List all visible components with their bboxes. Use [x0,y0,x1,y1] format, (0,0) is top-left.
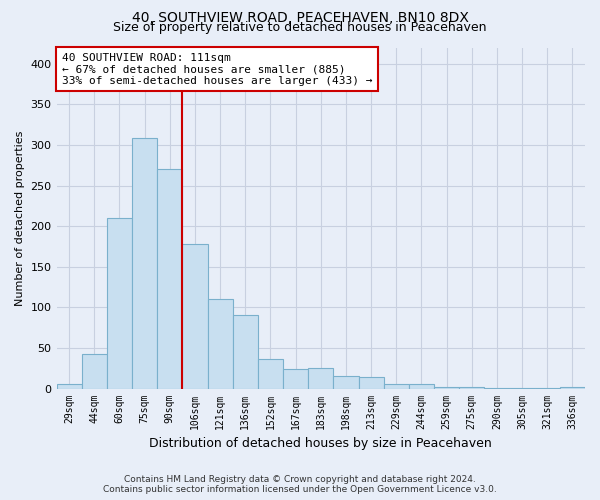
Bar [132,138,157,388]
Bar [383,384,409,388]
Bar [233,316,258,388]
Text: 40 SOUTHVIEW ROAD: 111sqm
← 67% of detached houses are smaller (885)
33% of semi: 40 SOUTHVIEW ROAD: 111sqm ← 67% of detac… [62,52,373,86]
Text: 40, SOUTHVIEW ROAD, PEACEHAVEN, BN10 8DX: 40, SOUTHVIEW ROAD, PEACEHAVEN, BN10 8DX [131,11,469,25]
Text: Contains HM Land Registry data © Crown copyright and database right 2024.
Contai: Contains HM Land Registry data © Crown c… [103,474,497,494]
Bar [258,358,283,388]
Bar [283,369,308,388]
Bar [560,387,585,388]
Bar [82,354,107,388]
X-axis label: Distribution of detached houses by size in Peacehaven: Distribution of detached houses by size … [149,437,492,450]
Bar [208,299,233,388]
Bar [182,244,208,388]
Y-axis label: Number of detached properties: Number of detached properties [15,130,25,306]
Bar [308,368,334,388]
Bar [157,170,182,388]
Bar [107,218,132,388]
Bar [56,384,82,388]
Bar [459,387,484,388]
Text: Size of property relative to detached houses in Peacehaven: Size of property relative to detached ho… [113,21,487,34]
Bar [434,387,459,388]
Bar [334,376,359,388]
Bar [409,384,434,388]
Bar [359,377,383,388]
